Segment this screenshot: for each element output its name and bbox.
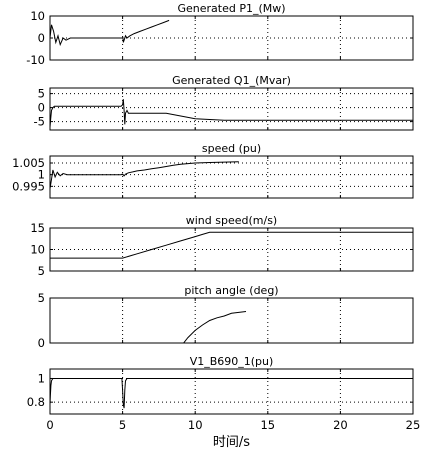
y-tick-label: 0: [38, 336, 45, 350]
y-tick-label: 0.995: [12, 179, 45, 193]
y-tick-label: 5: [38, 264, 45, 278]
y-tick-label: 0: [38, 101, 45, 115]
series-line-1: [50, 231, 413, 259]
axes-frame: [49, 368, 414, 415]
subplot-title: Generated Q1_(Mvar): [172, 74, 291, 87]
subplot-6: V1_B690_1(pu) 0.8 1: [27, 355, 414, 415]
y-tick-label: -5: [34, 115, 45, 129]
y-tick-label: 5: [38, 291, 45, 305]
y-tick-label: 1.005: [12, 156, 45, 170]
subplot-title: pitch angle (deg): [184, 284, 278, 297]
axes-frame: [49, 297, 414, 344]
subplot-2: Generated Q1_(Mvar) -505: [34, 74, 414, 131]
axes-frame: [49, 87, 414, 131]
y-tick-label: 15: [30, 221, 45, 235]
series-line-1: [49, 19, 170, 47]
y-tick-label: 1: [38, 168, 45, 182]
y-tick-label: 0: [38, 31, 45, 45]
series-line-1: [49, 99, 413, 128]
subplot-title: wind speed(m/s): [186, 214, 277, 227]
y-tick-label: 5: [38, 87, 45, 101]
series-line-1: [49, 378, 413, 409]
x-tick-label: 15: [260, 418, 275, 432]
x-tick-label: 10: [188, 418, 203, 432]
x-tick-label: 20: [333, 418, 348, 432]
y-tick-label: -10: [26, 53, 45, 67]
subplot-title: speed (pu): [202, 142, 261, 155]
series-line-1: [50, 311, 247, 344]
x-tick-label: 5: [119, 418, 126, 432]
subplot-4: wind speed(m/s) 5 10 15: [30, 214, 414, 278]
x-axis-label: 时间/s: [213, 435, 250, 450]
subplot-title: Generated P1_(Mw): [177, 2, 285, 15]
x-tick-label: 0: [46, 418, 53, 432]
y-tick-label: 10: [30, 243, 45, 257]
subplot-title: V1_B690_1(pu): [190, 355, 274, 368]
series-line-1: [49, 161, 239, 189]
x-tick-label: 25: [406, 418, 421, 432]
subplot-1: Generated P1_(Mw) -10 0 10: [26, 2, 414, 67]
y-tick-label: 0.8: [27, 395, 45, 409]
subplot-5: pitch angle (deg) 0 5: [38, 284, 414, 350]
y-tick-label: 10: [30, 9, 45, 23]
y-tick-label: 1: [38, 371, 45, 385]
